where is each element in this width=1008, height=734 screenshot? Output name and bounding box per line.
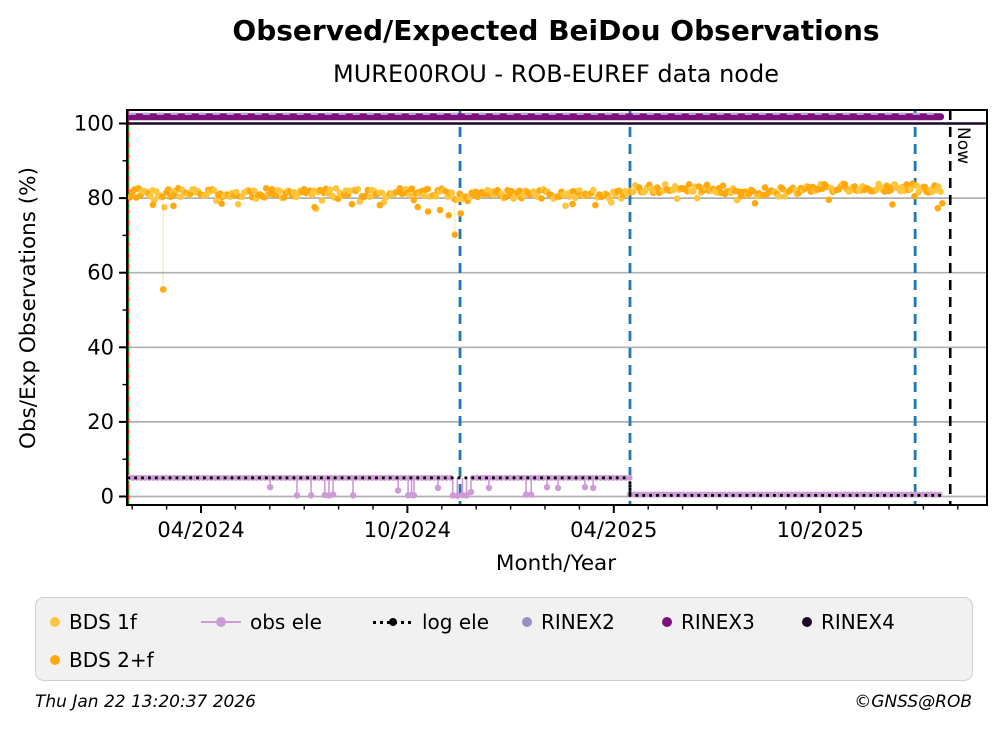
bds-1f-marker-icon [50, 617, 60, 627]
legend-item-rinex3: RINEX3 [662, 609, 755, 635]
legend: BDS 1f obs ele log ele RINEX2 RINEX3 [35, 597, 973, 681]
svg-text:0: 0 [101, 485, 114, 509]
svg-text:04/2024: 04/2024 [157, 518, 244, 542]
legend-item-obs-ele: obs ele [201, 609, 322, 635]
chart-subtitle: MURE00ROU - ROB-EUREF data node [333, 60, 779, 88]
legend-label-rinex2: RINEX2 [541, 610, 615, 634]
svg-text:10/2025: 10/2025 [777, 518, 864, 542]
svg-text:04/2025: 04/2025 [570, 518, 657, 542]
svg-text:40: 40 [87, 335, 114, 359]
x-axis-label: Month/Year [495, 551, 617, 576]
legend-label-bds-2f: BDS 2+f [69, 648, 154, 672]
now-label: Now [953, 127, 973, 164]
series [127, 112, 987, 499]
obs-ele-marker-icon [201, 616, 241, 628]
legend-label-log-ele: log ele [422, 610, 490, 634]
rinex3-marker-icon [662, 617, 672, 627]
legend-label-obs-ele: obs ele [250, 610, 322, 634]
rinex4-marker-icon [802, 617, 812, 627]
event-lines [126, 110, 952, 505]
plot-frame [126, 109, 988, 506]
chart-title: Observed/Expected BeiDou Observations [232, 14, 880, 47]
svg-text:10/2024: 10/2024 [364, 518, 451, 542]
legend-item-rinex4: RINEX4 [802, 609, 895, 635]
svg-text:80: 80 [87, 186, 114, 210]
legend-label-rinex3: RINEX3 [681, 610, 755, 634]
svg-text:20: 20 [87, 410, 114, 434]
legend-item-rinex2: RINEX2 [522, 609, 615, 635]
svg-text:60: 60 [87, 261, 114, 285]
copyright: ©GNSS@ROB [854, 692, 972, 712]
gridlines [127, 197, 987, 498]
svg-text:100: 100 [74, 112, 114, 136]
legend-item-bds-1f: BDS 1f [50, 609, 137, 635]
legend-label-rinex4: RINEX4 [821, 610, 895, 634]
legend-label-bds-1f: BDS 1f [69, 610, 137, 634]
legend-item-log-ele: log ele [373, 609, 489, 635]
log-ele-marker-icon [373, 616, 413, 628]
bds-2f-marker-icon [50, 655, 60, 665]
axis-ticks: 04/2024 10/2024 04/2025 10/2025 0 20 40 60 80 100 [74, 112, 959, 542]
timestamp: Thu Jan 22 13:20:37 2026 [35, 692, 256, 712]
legend-item-bds-2f: BDS 2+f [50, 647, 154, 673]
rinex2-marker-icon [522, 617, 532, 627]
